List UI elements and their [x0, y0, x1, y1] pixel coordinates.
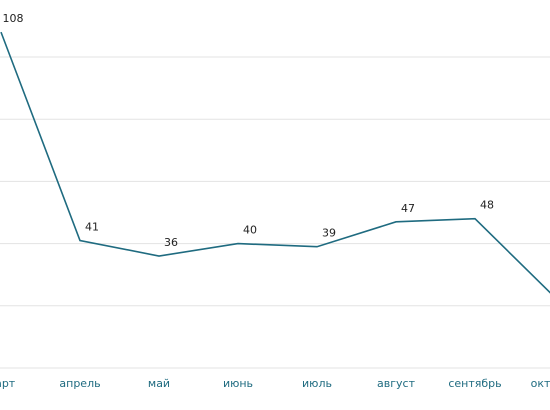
- value-label: 47: [401, 202, 415, 215]
- x-tick-label: июль: [302, 377, 332, 390]
- x-tick-label: июнь: [223, 377, 253, 390]
- value-label: 41: [85, 220, 99, 233]
- x-tick-label: сентябрь: [448, 377, 501, 390]
- x-tick-label: август: [377, 377, 416, 390]
- line: [0, 31, 550, 294]
- x-tick-label: май: [148, 377, 170, 390]
- value-label: 48: [480, 199, 494, 212]
- value-label: 39: [322, 227, 336, 240]
- x-tick-label: октябрь: [531, 377, 550, 390]
- value-label: 108: [3, 12, 24, 25]
- x-tick-label: март: [0, 377, 16, 390]
- value-label: 36: [164, 236, 178, 249]
- x-tick-label: апрель: [59, 377, 100, 390]
- value-label: 40: [243, 224, 257, 237]
